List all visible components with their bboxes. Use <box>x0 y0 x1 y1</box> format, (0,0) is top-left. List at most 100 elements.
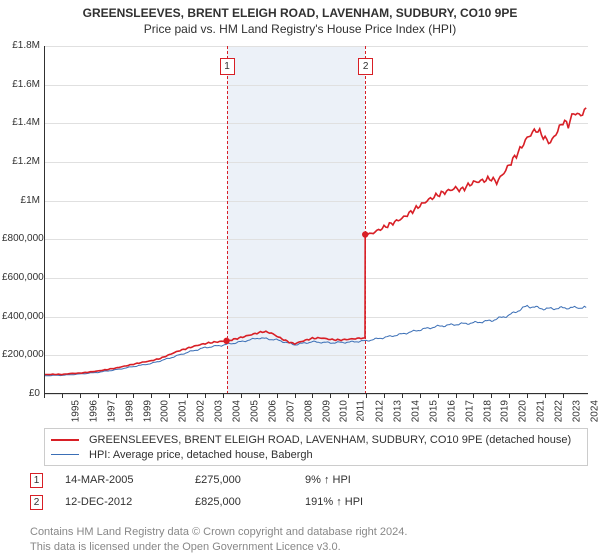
sale-marker-badge: 1 <box>30 473 43 488</box>
x-axis-tick-label: 2004 <box>231 400 242 422</box>
x-axis-tick <box>366 394 367 398</box>
x-axis-tick <box>473 394 474 398</box>
gridline <box>44 394 588 395</box>
y-axis-line <box>44 46 45 394</box>
x-axis-tick <box>438 394 439 398</box>
x-axis-tick <box>384 394 385 398</box>
attribution: Contains HM Land Registry data © Crown c… <box>30 525 407 554</box>
sale-row: 1 14-MAR-2005 £275,000 9% ↑ HPI <box>30 470 588 490</box>
x-axis-tick-label: 1996 <box>88 400 99 422</box>
x-axis-tick <box>116 394 117 398</box>
x-axis-tick <box>295 394 296 398</box>
x-axis-tick-label: 2023 <box>571 400 582 422</box>
x-axis-tick <box>151 394 152 398</box>
x-axis-tick <box>545 394 546 398</box>
x-axis-tick-label: 2015 <box>428 400 439 422</box>
x-axis-tick-label: 2024 <box>589 400 600 422</box>
x-axis-tick <box>44 394 45 398</box>
sale-point <box>362 231 368 237</box>
x-axis-tick-label: 2011 <box>356 400 367 422</box>
x-axis-tick <box>348 394 349 398</box>
x-axis-tick <box>277 394 278 398</box>
y-axis-tick-label: £1.2M <box>2 156 40 167</box>
chart-title: GREENSLEEVES, BRENT ELEIGH ROAD, LAVENHA… <box>0 0 600 20</box>
x-axis-tick-label: 2009 <box>321 400 332 422</box>
legend-label-property: GREENSLEEVES, BRENT ELEIGH ROAD, LAVENHA… <box>89 434 571 446</box>
x-axis-tick-label: 2019 <box>500 400 511 422</box>
y-axis-tick-label: £200,000 <box>2 349 40 360</box>
sale-row: 2 12-DEC-2012 £825,000 191% ↑ HPI <box>30 492 588 512</box>
plot-area: £0£200,000£400,000£600,000£800,000£1M£1.… <box>44 46 588 394</box>
x-axis-tick <box>62 394 63 398</box>
x-axis-tick-label: 2012 <box>374 400 385 422</box>
x-axis-tick <box>563 394 564 398</box>
x-axis-tick <box>205 394 206 398</box>
y-axis-tick-label: £400,000 <box>2 311 40 322</box>
y-axis-tick-label: £600,000 <box>2 272 40 283</box>
x-axis-tick-label: 1998 <box>124 400 135 422</box>
x-axis-tick-label: 2000 <box>160 400 171 422</box>
x-axis-tick <box>169 394 170 398</box>
x-axis-tick <box>223 394 224 398</box>
y-axis-tick-label: £0 <box>2 388 40 399</box>
chart-container: GREENSLEEVES, BRENT ELEIGH ROAD, LAVENHA… <box>0 0 600 560</box>
x-axis-tick <box>98 394 99 398</box>
y-axis-tick-label: £800,000 <box>2 233 40 244</box>
legend: GREENSLEEVES, BRENT ELEIGH ROAD, LAVENHA… <box>44 428 588 466</box>
x-axis-tick <box>402 394 403 398</box>
sale-price: £275,000 <box>195 474 305 486</box>
x-axis-tick-label: 2018 <box>482 400 493 422</box>
sales-table: 1 14-MAR-2005 £275,000 9% ↑ HPI 2 12-DEC… <box>30 470 588 514</box>
y-axis-tick-label: £1.4M <box>2 117 40 128</box>
x-axis-tick-label: 2008 <box>303 400 314 422</box>
x-axis-tick-label: 2002 <box>196 400 207 422</box>
x-axis-tick-label: 2016 <box>446 400 457 422</box>
x-axis-tick <box>259 394 260 398</box>
x-axis-tick <box>527 394 528 398</box>
legend-swatch-property <box>51 439 79 441</box>
x-axis-tick <box>456 394 457 398</box>
chart-subtitle: Price paid vs. HM Land Registry's House … <box>0 20 600 42</box>
x-axis-tick <box>187 394 188 398</box>
x-axis-tick <box>241 394 242 398</box>
x-axis-tick-label: 1997 <box>106 400 117 422</box>
x-axis-tick <box>491 394 492 398</box>
x-axis-tick <box>133 394 134 398</box>
x-axis-tick <box>420 394 421 398</box>
x-axis-tick-label: 2013 <box>392 400 403 422</box>
x-axis-tick-label: 2010 <box>339 400 350 422</box>
x-axis-tick-label: 2022 <box>553 400 564 422</box>
legend-label-hpi: HPI: Average price, detached house, Babe… <box>89 449 313 461</box>
attribution-line: Contains HM Land Registry data © Crown c… <box>30 525 407 539</box>
sale-date: 14-MAR-2005 <box>65 474 195 486</box>
y-axis-tick-label: £1M <box>2 195 40 206</box>
x-axis-tick-label: 2003 <box>213 400 224 422</box>
x-axis-tick <box>509 394 510 398</box>
sale-price: £825,000 <box>195 496 305 508</box>
x-axis-tick-label: 2017 <box>464 400 475 422</box>
x-axis-tick-label: 2006 <box>267 400 278 422</box>
sale-point <box>223 338 229 344</box>
x-axis-tick <box>312 394 313 398</box>
sale-date: 12-DEC-2012 <box>65 496 195 508</box>
series-line-property <box>44 108 586 375</box>
x-axis-tick-label: 2014 <box>410 400 421 422</box>
legend-swatch-hpi <box>51 454 79 455</box>
sale-percent-vs-hpi: 9% ↑ HPI <box>305 474 351 486</box>
x-axis-tick-label: 2007 <box>285 400 296 422</box>
x-axis-tick <box>80 394 81 398</box>
x-axis-tick-label: 1995 <box>70 400 81 422</box>
x-axis-tick-label: 1999 <box>142 400 153 422</box>
legend-item-hpi: HPI: Average price, detached house, Babe… <box>51 447 581 462</box>
sale-percent-vs-hpi: 191% ↑ HPI <box>305 496 363 508</box>
attribution-line: This data is licensed under the Open Gov… <box>30 540 407 554</box>
y-axis-tick-label: £1.8M <box>2 40 40 51</box>
sale-marker-badge: 2 <box>30 495 43 510</box>
x-axis-tick-label: 2021 <box>536 400 547 422</box>
x-axis-line <box>44 393 588 394</box>
line-layer <box>44 46 588 394</box>
x-axis-tick <box>330 394 331 398</box>
x-axis-tick-label: 2020 <box>518 400 529 422</box>
x-axis-tick-label: 2001 <box>178 400 189 422</box>
legend-item-property: GREENSLEEVES, BRENT ELEIGH ROAD, LAVENHA… <box>51 432 581 447</box>
